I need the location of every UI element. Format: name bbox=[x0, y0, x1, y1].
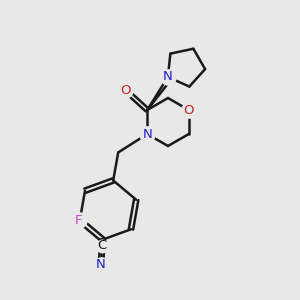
Text: N: N bbox=[142, 128, 152, 140]
Text: N: N bbox=[96, 258, 106, 271]
Text: C: C bbox=[98, 239, 107, 252]
Text: F: F bbox=[75, 214, 82, 227]
Text: O: O bbox=[184, 103, 194, 116]
Text: O: O bbox=[120, 83, 130, 97]
Text: N: N bbox=[163, 70, 173, 83]
